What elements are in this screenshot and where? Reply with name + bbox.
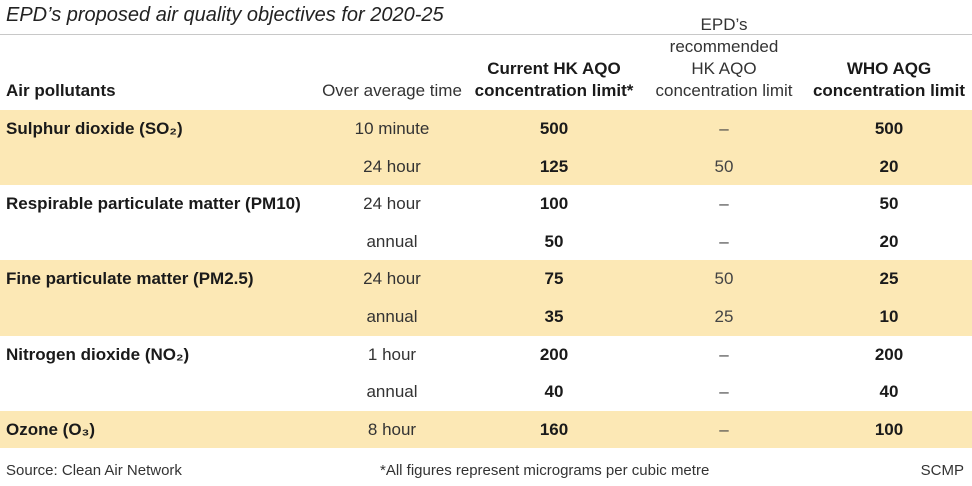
header-epd-line1: EPD’s recommended xyxy=(669,15,779,56)
pollutant-group: Nitrogen dioxide (NO₂) 1 hour 200 – 200 annua… xyxy=(0,336,972,411)
table-header: Air pollutants Over average time Current… xyxy=(0,15,972,108)
current-limit-cell: 100 xyxy=(539,194,569,214)
current-limit-cell: 75 xyxy=(544,269,564,289)
header-epd-recommended: EPD’s recommended HK AQO concentration l… xyxy=(644,14,804,102)
footer-credit: SCMP xyxy=(920,462,964,479)
who-limit-cell: 500 xyxy=(874,119,904,138)
who-limit-cell: 10 xyxy=(879,306,899,326)
pollutant-group: Ozone (O₃) 8 hour 160 – 100 xyxy=(0,410,972,449)
who-limit-cell: 200 xyxy=(874,344,904,364)
epd-limit-cell: – xyxy=(719,231,729,251)
epd-limit-cell: 50 xyxy=(714,269,734,289)
table-row: annual 35 25 10 xyxy=(0,298,972,336)
page-title: EPD’s proposed air quality objectives fo… xyxy=(6,4,444,26)
table-row: Ozone (O₃) 8 hour 160 – 100 xyxy=(0,411,972,449)
top-divider xyxy=(0,34,972,35)
epd-limit-cell: 50 xyxy=(714,156,734,176)
current-limit-cell: 125 xyxy=(539,156,569,176)
table-row: annual 40 – 40 xyxy=(0,373,972,411)
header-current-line1: Current HK AQO xyxy=(487,59,621,78)
current-limit-cell: 500 xyxy=(539,119,569,138)
who-limit-cell: 40 xyxy=(879,382,899,402)
current-limit-cell: 50 xyxy=(544,231,564,251)
average-time-cell: 1 hour xyxy=(367,344,417,364)
pollutant-name: Ozone (O₃) xyxy=(6,419,96,439)
table-row: 24 hour 125 50 20 xyxy=(0,148,972,186)
who-limit-cell: 50 xyxy=(879,194,899,214)
average-time-cell: annual xyxy=(366,231,418,251)
average-time-cell: annual xyxy=(366,382,418,402)
pollutant-group: Fine particulate matter (PM2.5) 24 hour 75… xyxy=(0,260,972,336)
table-row: annual 50 – 20 xyxy=(0,223,972,261)
header-who-line2: concentration limit xyxy=(812,81,966,100)
pollutant-group: Sulphur dioxide (SO₂) 10 minute 500 – 500 24 … xyxy=(0,110,972,186)
who-limit-cell: 20 xyxy=(879,231,899,251)
current-limit-cell: 35 xyxy=(544,306,564,326)
table-body: Sulphur dioxide (SO₂) 10 minute 500 – 500 24 … xyxy=(0,110,972,449)
header-pollutant: Air pollutants xyxy=(6,81,116,100)
current-limit-cell: 40 xyxy=(544,382,564,402)
epd-limit-cell: 25 xyxy=(714,306,734,326)
average-time-cell: 24 hour xyxy=(363,156,421,176)
average-time-cell: 24 hour xyxy=(363,269,421,289)
epd-limit-cell: – xyxy=(719,382,729,402)
pollutant-name: Nitrogen dioxide (NO₂) xyxy=(6,344,190,364)
header-average-time: Over average time xyxy=(322,81,462,100)
header-epd-line2: HK AQO xyxy=(691,59,757,78)
header-who-aqg: WHO AQG concentration limit xyxy=(806,58,972,102)
footer-source: Source: Clean Air Network xyxy=(6,462,182,479)
table-row: Sulphur dioxide (SO₂) 10 minute 500 – 500 xyxy=(0,110,972,148)
who-limit-cell: 25 xyxy=(879,269,899,289)
pollutant-name: Respirable particulate matter (PM10) xyxy=(6,194,301,214)
epd-limit-cell: – xyxy=(719,344,729,364)
average-time-cell: 24 hour xyxy=(363,194,421,214)
footer-note: *All figures represent micrograms per cu… xyxy=(380,462,710,479)
who-limit-cell: 20 xyxy=(879,156,899,176)
pollutant-group: Respirable particulate matter (PM10) 24 h… xyxy=(0,185,972,260)
header-epd-line3: concentration limit xyxy=(655,81,793,100)
current-limit-cell: 160 xyxy=(539,419,569,439)
header-who-line1: WHO AQG xyxy=(846,59,932,78)
pollutant-name: Sulphur dioxide (SO₂) xyxy=(6,119,183,138)
table-row: Fine particulate matter (PM2.5) 24 hour 75… xyxy=(0,260,972,298)
current-limit-cell: 200 xyxy=(539,344,569,364)
table-row: Nitrogen dioxide (NO₂) 1 hour 200 – 200 xyxy=(0,336,972,374)
epd-limit-cell: – xyxy=(719,419,729,439)
average-time-cell: annual xyxy=(366,306,418,326)
average-time-cell: 8 hour xyxy=(367,419,417,439)
who-limit-cell: 100 xyxy=(874,419,904,439)
table-row: Respirable particulate matter (PM10) 24 h… xyxy=(0,185,972,223)
pollutant-name: Fine particulate matter (PM2.5) xyxy=(6,269,254,289)
epd-limit-cell: – xyxy=(719,194,729,214)
epd-limit-cell: – xyxy=(719,119,729,138)
average-time-cell: 10 minute xyxy=(354,119,430,138)
header-current-line2: concentration limit* xyxy=(474,81,634,100)
header-current-hk-aqo: Current HK AQO concentration limit* xyxy=(466,58,642,102)
